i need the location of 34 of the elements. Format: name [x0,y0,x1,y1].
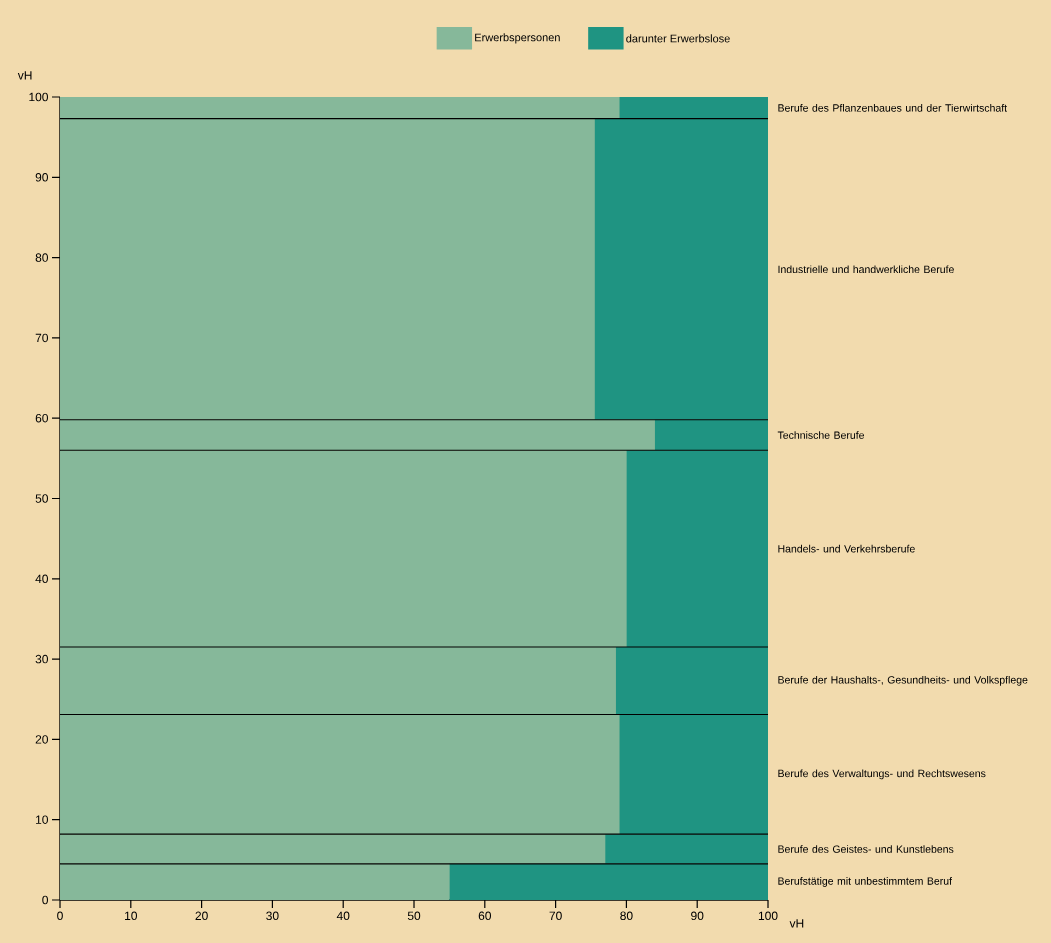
y-tick-label: 50 [35,494,49,503]
y-tick-label: 0 [42,895,49,905]
x-tick-label: 70 [549,911,562,921]
x-tick-label: 100 [758,911,778,921]
text: Technische Berufe [777,431,865,439]
x-tick-label: 80 [620,911,633,921]
y-tick-label: 90 [35,173,49,182]
y-tick-label: 30 [35,654,49,664]
text: Industrielle und handwerkliche Berufe [778,265,954,274]
y-tick-label: 20 [35,735,49,744]
x-tick-label: 10 [125,911,138,921]
x-axis-title: vH [789,919,804,928]
legend-label: darunter Erwerbslose [626,34,730,43]
text: Berufe der Haushalts-, Gesundheits- und Volkspflege [778,675,1028,686]
y-tick-label: 100 [29,92,48,102]
y-tick-label: 40 [35,574,49,584]
text: Berufstätige mit unbestimmtem Beruf [778,877,953,887]
y-tick-label: 10 [36,815,49,824]
x-tick-label: 50 [407,911,421,921]
y-tick-label: 70 [35,333,49,343]
text: Handels- und Verkehrsberufe [778,544,915,553]
y-tick-label: 80 [35,253,49,262]
text: Berufe des Geistes- und Kunstlebens [778,845,954,853]
y-axis-title: vH [17,71,32,80]
x-tick-label: 20 [195,911,208,921]
x-tick-label: 0 [57,911,63,921]
x-tick-label: 90 [691,911,704,921]
y-tick-label: 60 [35,413,49,423]
text: Berufe des Pflanzenbaues und der Tierwirtschaft [778,103,1007,112]
legend-label: Erwerbspersonen [475,33,560,44]
x-tick-label: 40 [336,911,350,921]
x-tick-label: 60 [478,911,492,921]
text: Berufe des Verwaltungs- und Rechtswesens [778,769,986,780]
x-tick-label: 30 [266,911,279,921]
